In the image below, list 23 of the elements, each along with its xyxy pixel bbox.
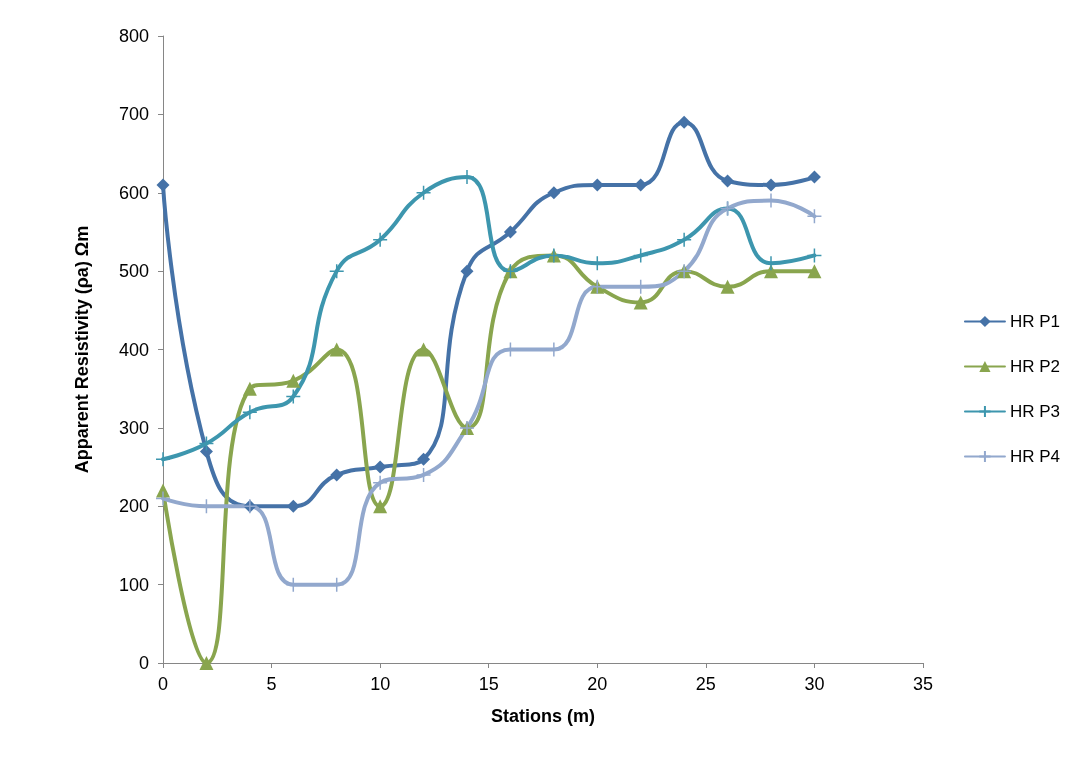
x-tick-label: 20 [587,674,608,694]
legend-label: HR P1 [1009,312,1061,331]
y-tick-label: 100 [118,574,149,595]
x-tick-label: 30 [804,674,825,694]
legend-label: HR P4 [1009,447,1061,466]
x-tick-label: 5 [266,674,277,694]
y-tick-label: 0 [138,653,149,673]
x-tick-label: 15 [478,674,499,694]
x-tick-label: 25 [695,674,716,694]
legend-label: HR P2 [1009,357,1061,376]
y-tick-label: 800 [118,26,149,46]
x-tick-label: 35 [912,674,934,694]
y-axis-title: Apparent Resistivity (ρa) Ωm [72,225,92,474]
y-tick-label: 400 [118,339,149,360]
x-tick-label: 10 [370,674,391,694]
legend-label: HR P3 [1009,402,1061,421]
y-tick-label: 600 [118,182,149,203]
x-axis-title: Stations (m) [490,706,596,726]
y-tick-label: 500 [118,261,149,282]
x-tick-label: 0 [157,674,169,694]
y-tick-label: 300 [118,417,149,438]
y-tick-label: 700 [118,104,149,125]
y-tick-label: 200 [118,496,149,517]
